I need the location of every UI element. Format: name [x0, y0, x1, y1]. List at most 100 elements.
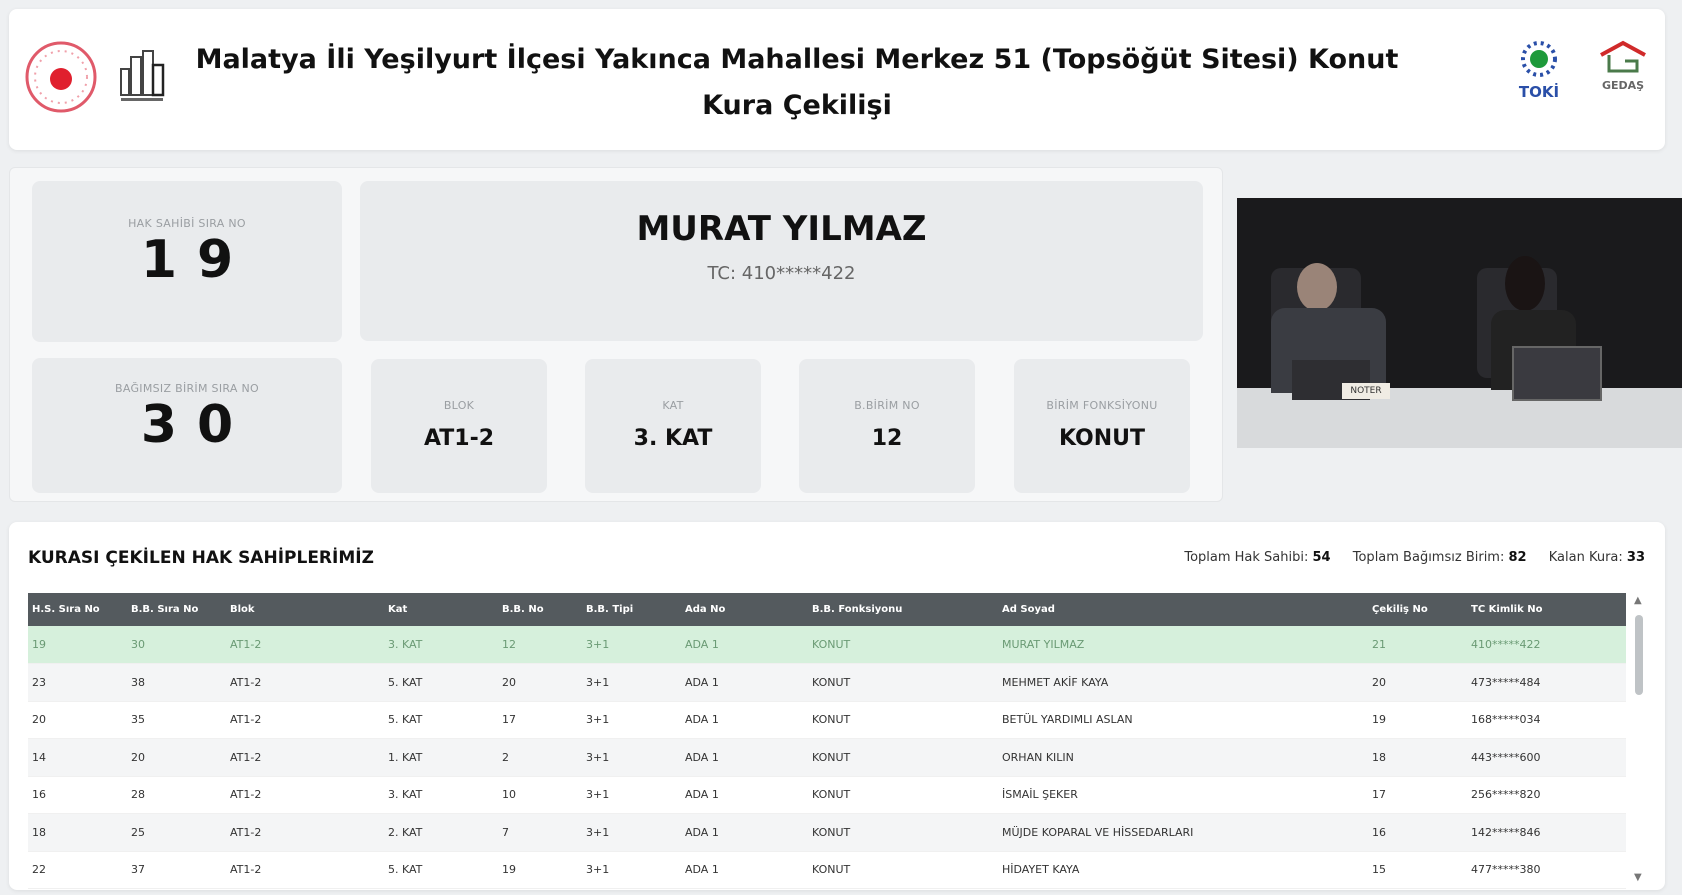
table-cell: 7	[498, 813, 582, 852]
table-cell: 17	[498, 701, 582, 739]
column-header: B.B. Fonksiyonu	[808, 593, 998, 626]
table-cell: 16	[1368, 813, 1467, 852]
table-cell: 19	[28, 626, 127, 664]
column-header: B.B. Sıra No	[127, 593, 226, 626]
building-logo	[120, 50, 165, 101]
table-row[interactable]: 19 30 AT1-2 3. KAT 12 3+1 ADA 1 KONUT MURAT YILM…	[28, 626, 1626, 664]
toki-tree-icon	[1521, 41, 1557, 77]
table-cell: HİDAYET KAYA	[998, 851, 1368, 889]
winners-table: H.S. Sıra No B.B. Sıra No Blok Kat B.B. No B.…	[28, 593, 1626, 889]
total-winners-value: 54	[1312, 550, 1331, 565]
section-title: KURASI ÇEKİLEN HAK SAHİPLERİMİZ	[28, 548, 374, 568]
hak-sahibi-label: HAK SAHİBİ SIRA NO	[128, 217, 246, 230]
table-cell: 2. KAT	[384, 813, 498, 852]
current-draw-panel: HAK SAHİBİ SIRA NO 19 MURAT YILMAZ TC: 4…	[9, 167, 1223, 502]
table-cell: 3+1	[582, 776, 681, 814]
digit: 0	[197, 395, 254, 455]
table-cell: 17	[1368, 776, 1467, 814]
table-cell: ADA 1	[681, 663, 808, 702]
table-cell: BETÜL YARDIMLI ASLAN	[998, 701, 1368, 739]
table-cell: ADA 1	[681, 851, 808, 889]
kat-value: 3. KAT	[633, 426, 713, 451]
table-cell: 28	[127, 776, 226, 814]
table-cell: AT1-2	[226, 701, 384, 739]
column-header: Ada No	[681, 593, 808, 626]
table-cell: MEHMET AKİF KAYA	[998, 663, 1368, 702]
hak-sahibi-card: HAK SAHİBİ SIRA NO 19	[32, 181, 342, 342]
scroll-up-icon[interactable]: ▲	[1634, 595, 1642, 606]
bbno-value: 12	[871, 426, 903, 451]
table-cell: 3. KAT	[384, 776, 498, 814]
fonksiyon-value: KONUT	[1058, 426, 1146, 451]
table-cell: ADA 1	[681, 626, 808, 664]
gedas-logo: GEDAŞ	[1595, 39, 1651, 92]
total-winners-label: Toplam Hak Sahibi:	[1184, 550, 1309, 565]
scrollbar-thumb[interactable]	[1635, 615, 1643, 695]
table-cell: 12	[498, 626, 582, 664]
fonksiyon-card: BİRİM FONKSİYONU KONUT	[1014, 359, 1190, 493]
total-units-label: Toplam Bağımsız Birim:	[1352, 550, 1505, 565]
table-row[interactable]: 14 20 AT1-2 1. KAT 2 3+1 ADA 1 KONUT ORHAN KILIN…	[28, 738, 1626, 777]
table-header-row: H.S. Sıra No B.B. Sıra No Blok Kat B.B. No B.…	[28, 593, 1626, 626]
column-header: H.S. Sıra No	[28, 593, 127, 626]
column-header: Kat	[384, 593, 498, 626]
table-cell: 10	[498, 776, 582, 814]
table-cell: 3+1	[582, 851, 681, 889]
table-scrollbar[interactable]: ▲ ▼	[1632, 593, 1646, 883]
table-cell: MÜJDE KOPARAL VE HİSSEDARLARI	[998, 813, 1368, 852]
table-row[interactable]: 18 25 AT1-2 2. KAT 7 3+1 ADA 1 KONUT MÜJDE KOPAR…	[28, 813, 1626, 852]
table-cell: 410*****422	[1467, 626, 1626, 664]
table-cell: KONUT	[808, 701, 998, 739]
table-cell: 3. KAT	[384, 626, 498, 664]
table-cell: 21	[1368, 626, 1467, 664]
table-cell: 35	[127, 701, 226, 739]
table-cell: İSMAİL ŞEKER	[998, 776, 1368, 814]
bb-sira-number: 30	[52, 395, 342, 455]
live-video-feed: NOTER	[1237, 198, 1682, 448]
table-cell: 3+1	[582, 663, 681, 702]
column-header: Çekiliş No	[1368, 593, 1467, 626]
blok-label: BLOK	[443, 399, 475, 412]
table-row[interactable]: 23 38 AT1-2 5. KAT 20 3+1 ADA 1 KONUT MEHMET AKİ…	[28, 663, 1626, 702]
bb-sira-label: BAĞIMSIZ BİRİM SIRA NO	[115, 382, 259, 395]
column-header: B.B. No	[498, 593, 582, 626]
table-cell: ADA 1	[681, 738, 808, 777]
column-header: Blok	[226, 593, 384, 626]
table-cell: 38	[127, 663, 226, 702]
draw-stats: Toplam Hak Sahibi: 54 Toplam Bağımsız Bi…	[1184, 550, 1645, 565]
scroll-down-icon[interactable]: ▼	[1634, 872, 1642, 883]
table-row[interactable]: 20 35 AT1-2 5. KAT 17 3+1 ADA 1 KONUT BETÜL YARD…	[28, 701, 1626, 739]
column-header: Ad Soyad	[998, 593, 1368, 626]
table-cell: 3+1	[582, 813, 681, 852]
table-cell: KONUT	[808, 776, 998, 814]
kat-label: KAT	[662, 399, 684, 412]
table-cell: 22	[28, 851, 127, 889]
drawn-winners-section: KURASI ÇEKİLEN HAK SAHİPLERİMİZ Toplam H…	[9, 522, 1665, 890]
table-cell: 16	[28, 776, 127, 814]
table-cell: 19	[1368, 701, 1467, 739]
table-cell: MURAT YILMAZ	[998, 626, 1368, 664]
table-cell: 3+1	[582, 701, 681, 739]
ministry-seal-logo	[25, 41, 97, 113]
digit: 1	[140, 230, 197, 290]
table-row[interactable]: 22 37 AT1-2 5. KAT 19 3+1 ADA 1 KONUT HİDAYET KA…	[28, 851, 1626, 889]
table-cell: 20	[28, 701, 127, 739]
header: Malatya İli Yeşilyurt İlçesi Yakınca Mah…	[9, 9, 1665, 150]
table-row[interactable]: 16 28 AT1-2 3. KAT 10 3+1 ADA 1 KONUT İSMAİL ŞEK…	[28, 776, 1626, 814]
table-cell: 473*****484	[1467, 663, 1626, 702]
digit: 3	[140, 395, 197, 455]
table-cell: 3+1	[582, 738, 681, 777]
table-cell: AT1-2	[226, 738, 384, 777]
table-cell: 20	[498, 663, 582, 702]
total-units-value: 82	[1508, 550, 1527, 565]
table-cell: 23	[28, 663, 127, 702]
table-cell: KONUT	[808, 663, 998, 702]
table-cell: 142*****846	[1467, 813, 1626, 852]
table-cell: 20	[1368, 663, 1467, 702]
table-cell: 20	[127, 738, 226, 777]
table-cell: 18	[1368, 738, 1467, 777]
table-cell: 477*****380	[1467, 851, 1626, 889]
table-cell: ADA 1	[681, 776, 808, 814]
table-cell: 30	[127, 626, 226, 664]
table-cell: 37	[127, 851, 226, 889]
